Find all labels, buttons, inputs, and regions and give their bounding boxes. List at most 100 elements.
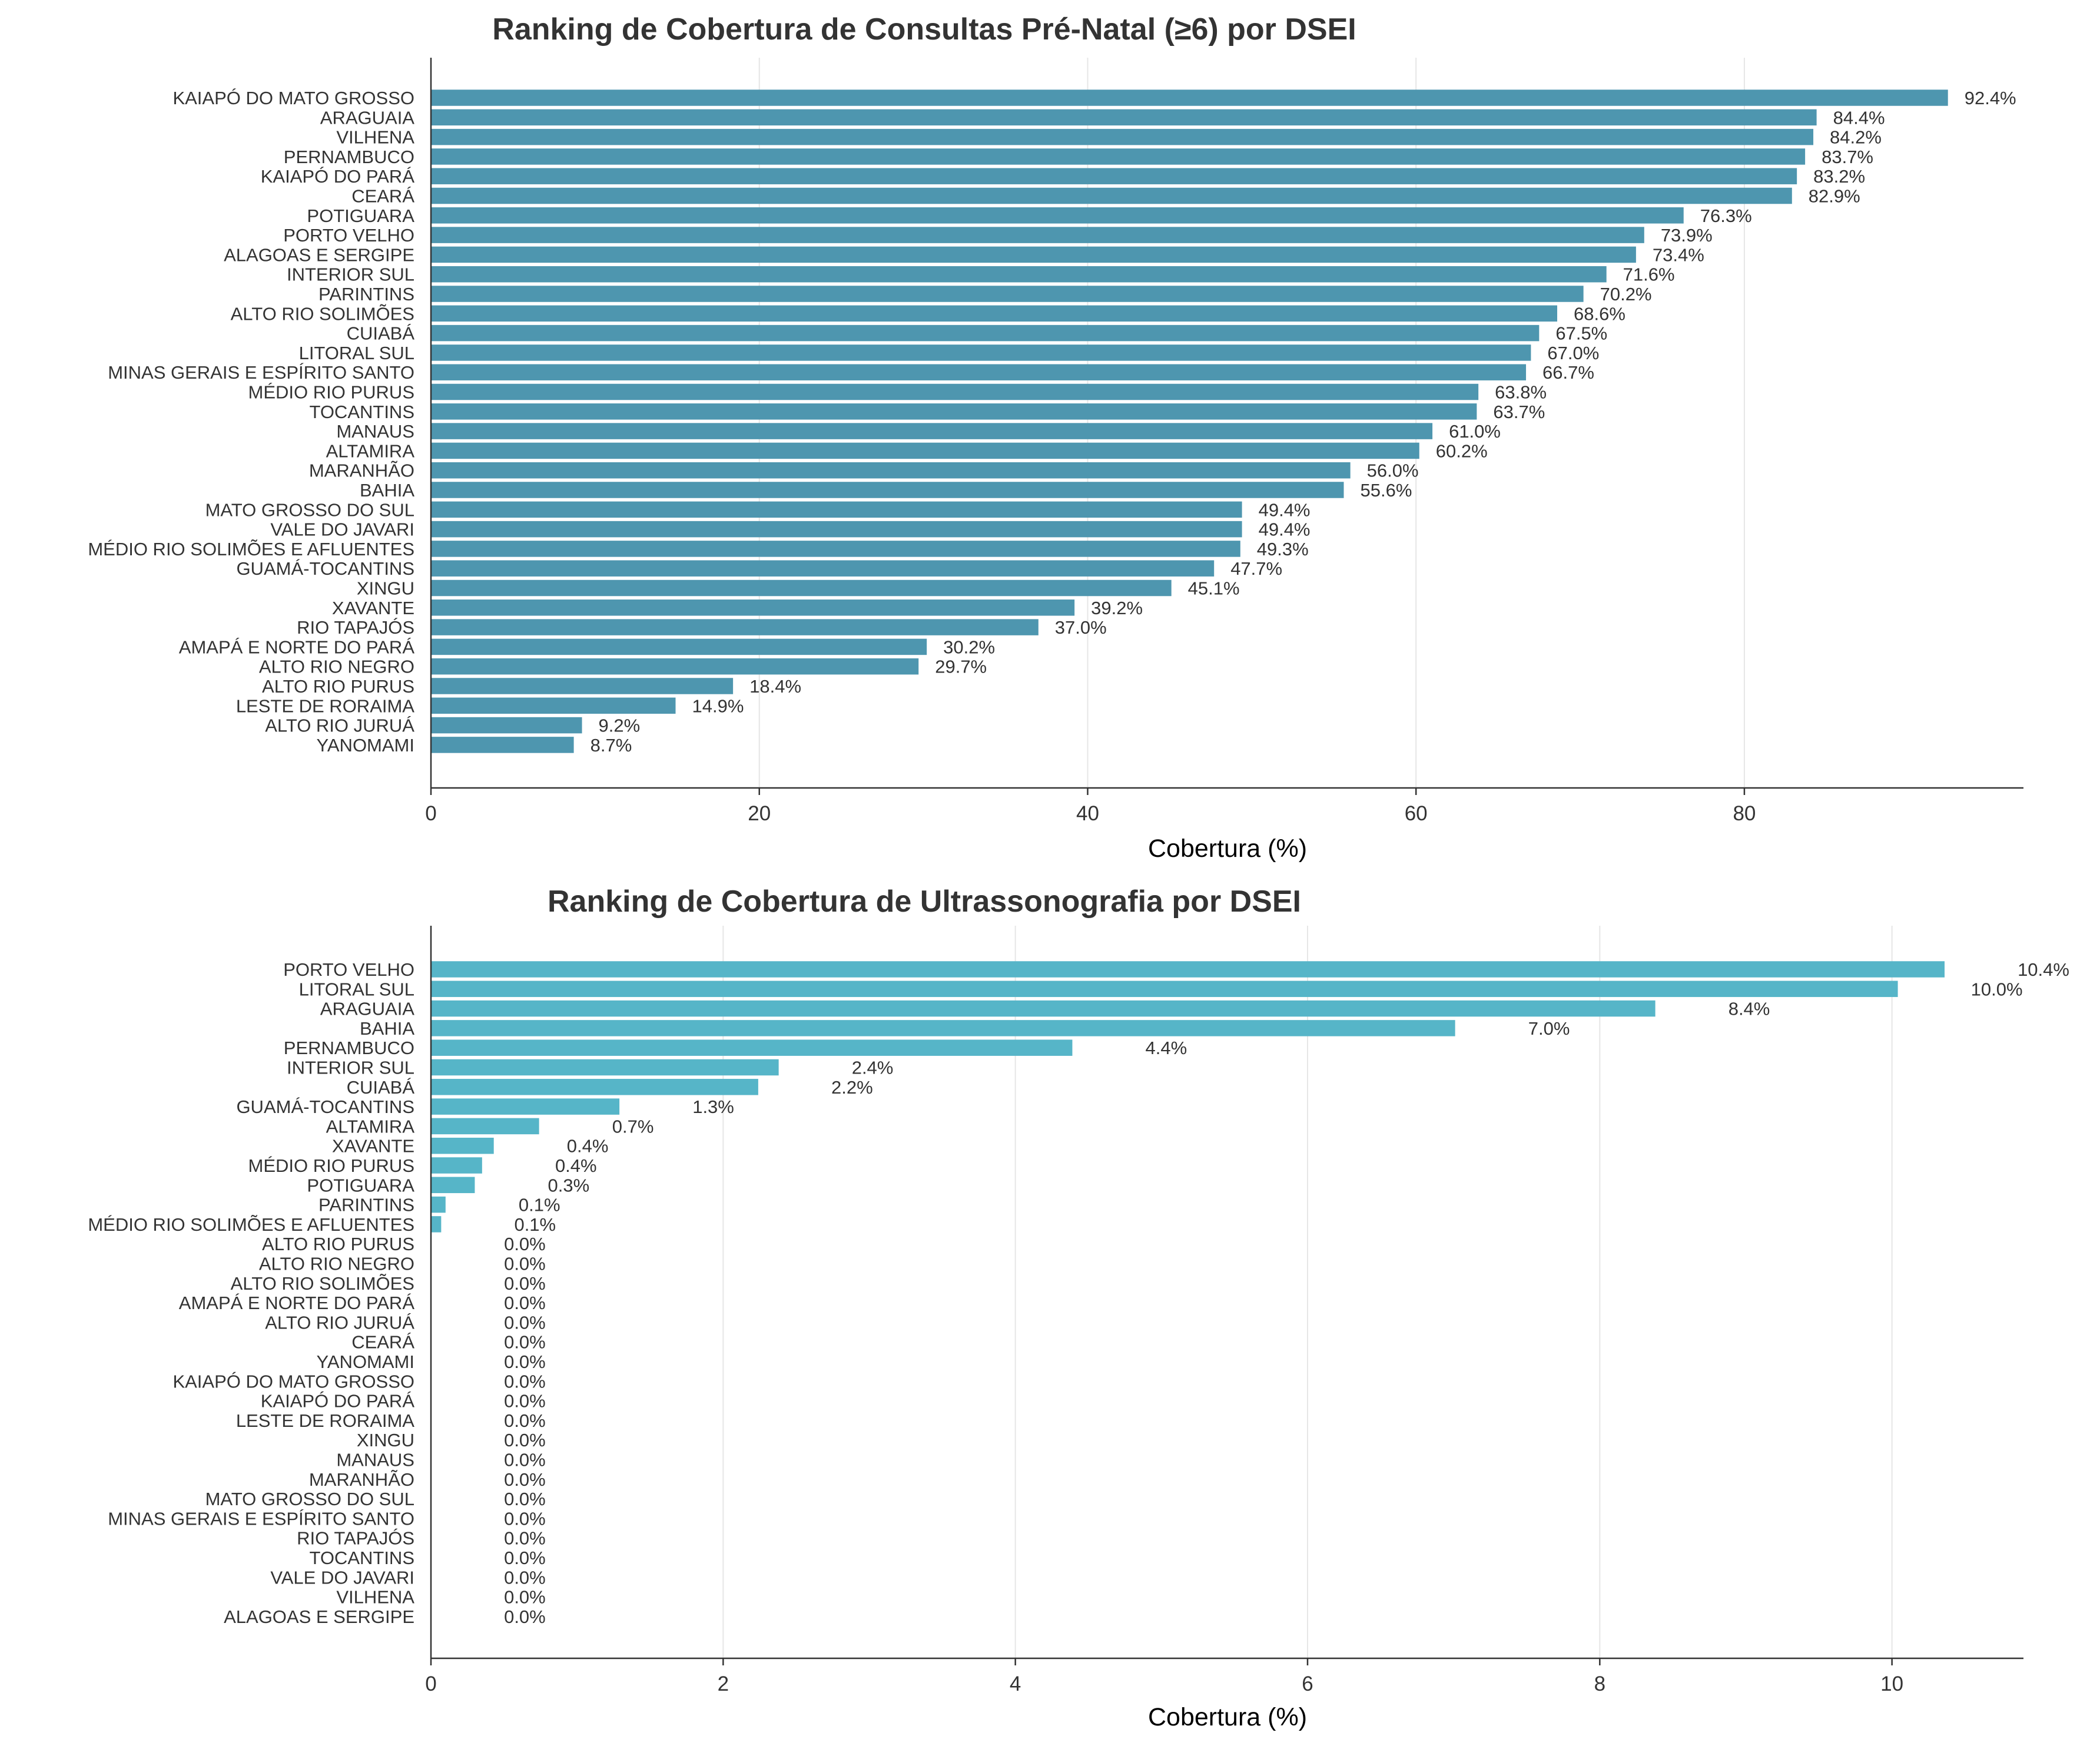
bar [431, 187, 1792, 204]
data-label: 10.0% [1971, 979, 2023, 999]
x-tick-label: 20 [748, 802, 771, 825]
category-label: LESTE DE RORAIMA [236, 1410, 414, 1431]
category-label: MATO GROSSO DO SUL [205, 499, 414, 520]
bars [431, 90, 1948, 753]
bar [431, 697, 676, 714]
data-label: 2.2% [831, 1077, 873, 1098]
category-label: BAHIA [360, 1018, 414, 1039]
data-label: 9.2% [599, 716, 641, 736]
data-label: 30.2% [943, 637, 995, 657]
category-label: ALTO RIO NEGRO [259, 1254, 414, 1274]
category-label: CEARÁ [351, 186, 414, 207]
data-label: 14.9% [692, 695, 744, 716]
data-label: 2.4% [852, 1058, 894, 1078]
data-label: 1.3% [692, 1097, 734, 1117]
category-label: RIO TAPAJÓS [297, 617, 414, 638]
category-label: PERNAMBUCO [284, 147, 414, 167]
data-label: 0.0% [504, 1410, 546, 1431]
data-label: 0.0% [504, 1254, 546, 1274]
data-label: 84.4% [1833, 107, 1885, 128]
data-label: 0.0% [504, 1391, 546, 1412]
category-label: MATO GROSSO DO SUL [205, 1489, 414, 1509]
data-label: 73.9% [1661, 225, 1713, 246]
bar [431, 462, 1351, 479]
category-label: TOCANTINS [309, 1548, 414, 1568]
bar [431, 638, 927, 655]
bar [431, 541, 1240, 557]
data-label: 60.2% [1436, 440, 1488, 461]
data-label: 39.2% [1091, 598, 1143, 618]
data-label: 0.0% [504, 1430, 546, 1450]
category-label: KAIAPÓ DO MATO GROSSO [172, 88, 414, 108]
data-label: 29.7% [935, 657, 987, 677]
bar [431, 961, 1945, 978]
category-label: LITORAL SUL [299, 979, 414, 999]
category-label: PORTO VELHO [283, 225, 414, 246]
data-label: 61.0% [1449, 421, 1501, 442]
x-ticks: 0 20 40 60 80 [425, 788, 1756, 825]
category-label: TOCANTINS [309, 402, 414, 422]
data-label: 63.8% [1495, 382, 1547, 403]
category-label: POTIGUARA [307, 1175, 414, 1195]
chart-title: Ranking de Cobertura de Ultrassonografia… [548, 885, 1301, 919]
bar [431, 168, 1797, 184]
data-label: 0.0% [504, 1450, 546, 1470]
data-label: 0.0% [504, 1508, 546, 1529]
category-label: MÉDIO RIO PURUS [248, 382, 414, 403]
category-label: ALTO RIO JURUÁ [265, 1312, 414, 1333]
data-label: 0.0% [504, 1332, 546, 1353]
bar [431, 1098, 620, 1115]
data-label: 73.4% [1653, 244, 1704, 265]
bar [431, 423, 1433, 439]
data-label: 0.0% [504, 1587, 546, 1608]
category-label: XAVANTE [332, 1136, 414, 1157]
category-label: YANOMAMI [317, 1352, 415, 1372]
bar [431, 1039, 1073, 1056]
data-label: 0.0% [504, 1273, 546, 1294]
bar [431, 90, 1948, 106]
category-label: ALTO RIO JURUÁ [265, 716, 414, 736]
data-label: 0.1% [514, 1214, 556, 1235]
chart-prenatal: Ranking de Cobertura de Consultas Pré-Na… [88, 12, 2023, 863]
bar [431, 501, 1242, 518]
category-label: CUIABÁ [347, 1077, 415, 1098]
bar [431, 1157, 482, 1174]
data-label: 8.7% [590, 735, 632, 756]
data-label: 4.4% [1146, 1038, 1187, 1058]
x-ticks: 0 2 4 6 8 10 [425, 1658, 1903, 1695]
bar [431, 324, 1540, 342]
data-label: 68.6% [1574, 303, 1625, 324]
category-label: VILHENA [336, 127, 414, 148]
category-label: INTERIOR SUL [287, 264, 414, 285]
bar [431, 599, 1075, 616]
bar [431, 344, 1531, 361]
data-label: 71.6% [1623, 264, 1675, 285]
category-label: CUIABÁ [347, 323, 415, 344]
bar [431, 1000, 1656, 1017]
data-label: 0.0% [504, 1234, 546, 1254]
category-label: ALTO RIO SOLIMÕES [231, 303, 414, 324]
category-labels: KAIAPÓ DO MATO GROSSOARAGUAIAVILHENAPERN… [88, 88, 414, 756]
bar [431, 305, 1558, 322]
bar [431, 364, 1527, 380]
bar [431, 246, 1636, 263]
category-label: MINAS GERAIS E ESPÍRITO SANTO [108, 1508, 414, 1529]
data-label: 49.4% [1259, 499, 1311, 520]
category-label: PORTO VELHO [283, 959, 414, 980]
category-label: KAIAPÓ DO MATO GROSSO [172, 1371, 414, 1392]
bar [431, 521, 1242, 538]
data-label: 76.3% [1700, 206, 1752, 226]
x-tick-label: 0 [425, 1672, 436, 1695]
bar [431, 1118, 539, 1135]
bar [431, 286, 1584, 302]
category-label: RIO TAPAJÓS [297, 1528, 414, 1549]
data-label: 55.6% [1360, 480, 1412, 501]
bar [431, 1059, 779, 1076]
category-label: LESTE DE RORAIMA [236, 695, 414, 716]
data-label: 47.7% [1230, 558, 1282, 579]
data-label: 49.3% [1257, 539, 1309, 559]
bar [431, 1079, 758, 1095]
data-label: 0.7% [612, 1116, 654, 1137]
